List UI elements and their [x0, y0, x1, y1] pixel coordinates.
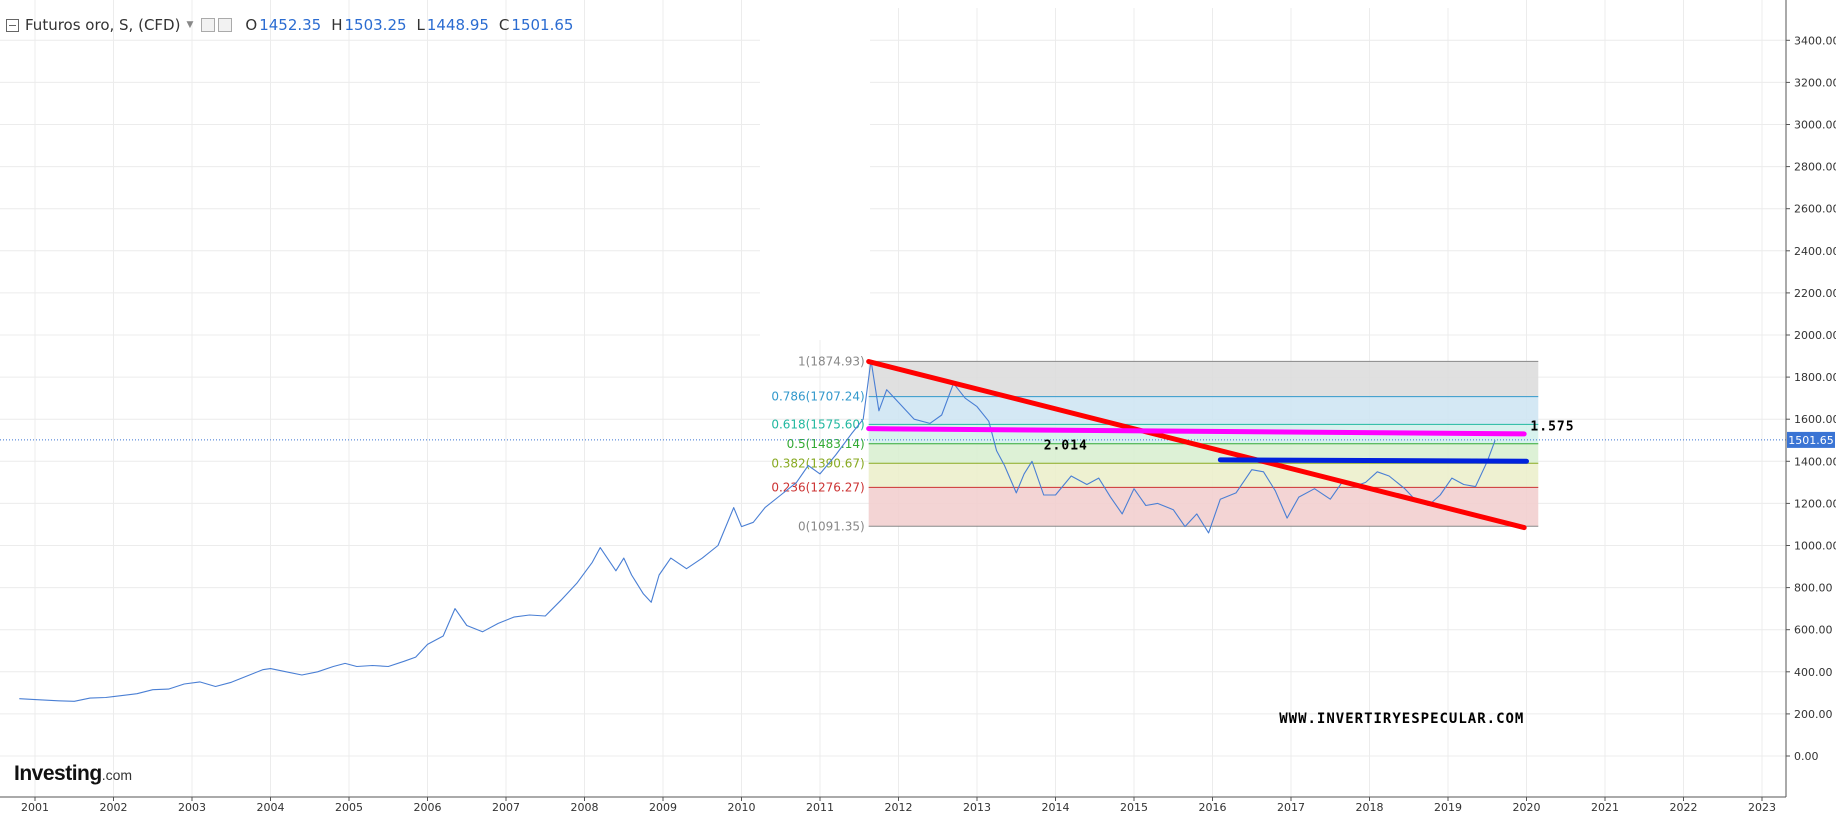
close-value: 1501.65: [511, 16, 574, 34]
plot-blank-strip: [870, 0, 1450, 8]
fib-level-label: 0.618(1575.60): [771, 417, 864, 431]
fib-level-label: 0.382(1390.67): [771, 456, 864, 470]
investing-logo: Investing.com: [14, 762, 132, 786]
y-tick-label: 2000.00: [1794, 329, 1836, 342]
y-tick-label: 2600.00: [1794, 203, 1836, 216]
y-tick-label: 1800.00: [1794, 371, 1836, 384]
current-price-badge: [1787, 431, 1835, 448]
fib-level-label: 0.786(1707.24): [771, 390, 864, 404]
annotation-label: 1.575: [1530, 420, 1574, 435]
y-tick-label: 1400.00: [1794, 455, 1836, 468]
chevron-down-icon[interactable]: ▼: [186, 20, 194, 30]
instrument-title[interactable]: Futuros oro, S, (CFD): [25, 16, 181, 34]
x-axis: 2001 2002 2003 2004 2005 2006 2007 2008 2009 2010…: [0, 796, 1786, 814]
annotations: 1.575 2.014 WWW.INVERTIRYESPECULAR.COM: [1044, 420, 1574, 728]
x-tick-label: 2003: [178, 801, 206, 814]
settings-icon[interactable]: [218, 18, 233, 32]
x-tick-label: 2023: [1748, 801, 1776, 814]
y-tick-label: 600.00: [1794, 624, 1833, 637]
y-tick-label: 2800.00: [1794, 161, 1836, 174]
x-tick-label: 2004: [257, 801, 285, 814]
open-value: 1452.35: [259, 16, 322, 34]
y-axis-background: [1786, 0, 1836, 818]
current-price-label: 1501.65: [1788, 434, 1834, 447]
high-value: 1503.25: [344, 16, 407, 34]
fib-zone: [868, 463, 1539, 488]
fib-level-label: 0.5(1483.14): [787, 437, 865, 451]
y-tick-label: 3000.00: [1794, 119, 1836, 132]
y-tick-label: 3400.00: [1794, 34, 1836, 47]
low-label: L: [416, 16, 425, 34]
x-tick-label: 2001: [21, 801, 49, 814]
drawn-lines[interactable]: [866, 359, 1529, 531]
fib-zone: [868, 487, 1539, 527]
annotation-label: 2.014: [1044, 438, 1088, 453]
x-tick-label: 2008: [571, 801, 599, 814]
x-tick-label: 2007: [492, 801, 520, 814]
fib-level-label: 0.236(1276.27): [771, 480, 864, 494]
fibonacci-retracement[interactable]: 1(1874.93) 0.786(1707.24) 0.618(1575.60) 0.…: [771, 354, 1539, 533]
x-tick-label: 2014: [1042, 801, 1070, 814]
y-tick-label: 2400.00: [1794, 245, 1836, 258]
y-tick-label: 3200.00: [1794, 76, 1836, 89]
x-tick-label: 2006: [414, 801, 442, 814]
x-tick-label: 2011: [806, 801, 834, 814]
y-tick-label: 200.00: [1794, 708, 1833, 721]
plot-blank-area: [760, 0, 870, 340]
close-label: C: [498, 16, 510, 34]
fib-level-label: 0(1091.35): [798, 519, 865, 533]
blue-line: [1217, 457, 1529, 464]
fib-zone: [868, 361, 1539, 397]
visibility-icon[interactable]: [201, 18, 216, 32]
x-tick-label: 2021: [1591, 801, 1619, 814]
logo-bold: Investing: [14, 762, 102, 785]
y-tick-label: 1200.00: [1794, 497, 1836, 510]
fib-level-label: 1(1874.93): [798, 354, 865, 368]
x-tick-label: 2015: [1120, 801, 1148, 814]
red-trendline: [866, 359, 1527, 531]
gold-price-line: [19, 359, 1496, 702]
open-label: O: [245, 16, 258, 34]
x-tick-label: 2016: [1199, 801, 1227, 814]
y-tick-label: 2200.00: [1794, 287, 1836, 300]
high-label: H: [331, 16, 343, 34]
price-series: [0, 359, 1786, 702]
chart-header: Futuros oro, S, (CFD) ▼ O 1452.35 H 1503.2…: [6, 14, 573, 36]
y-tick-label: 1000.00: [1794, 540, 1836, 553]
y-tick-label: 1600.00: [1794, 413, 1836, 426]
y-tick-label: 400.00: [1794, 666, 1833, 679]
logo-suffix: .com: [101, 767, 133, 783]
x-tick-label: 2009: [649, 801, 677, 814]
collapse-icon[interactable]: [6, 18, 19, 32]
x-tick-label: 2019: [1434, 801, 1462, 814]
y-tick-label: 800.00: [1794, 582, 1833, 595]
low-value: 1448.95: [426, 16, 489, 34]
x-tick-label: 2020: [1513, 801, 1541, 814]
magenta-line: [866, 426, 1527, 437]
x-tick-label: 2010: [728, 801, 756, 814]
x-tick-label: 2022: [1670, 801, 1698, 814]
x-tick-label: 2012: [885, 801, 913, 814]
y-tick-label: 0.00: [1794, 750, 1819, 763]
y-axis: 0.00 200.00 400.00 600.00 800.00 1000.00 1200.…: [1785, 0, 1836, 818]
annotation-label: WWW.INVERTIRYESPECULAR.COM: [1279, 711, 1524, 727]
x-tick-label: 2017: [1277, 801, 1305, 814]
x-tick-label: 2005: [335, 801, 363, 814]
x-tick-label: 2013: [963, 801, 991, 814]
x-tick-label: 2018: [1356, 801, 1384, 814]
x-tick-label: 2002: [100, 801, 128, 814]
